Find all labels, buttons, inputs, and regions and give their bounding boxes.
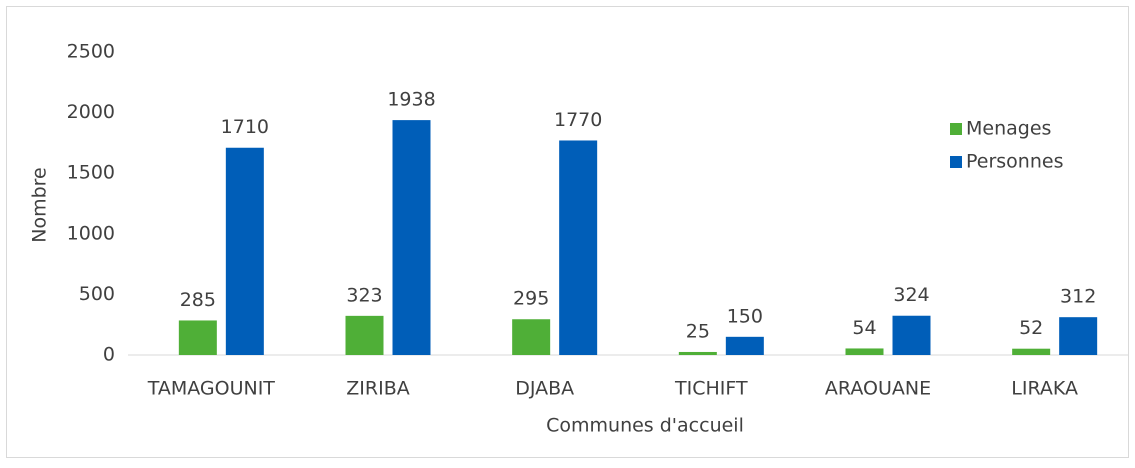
legend-label: Personnes <box>966 151 1063 173</box>
data-label: 1710 <box>221 116 269 138</box>
bar <box>559 140 598 355</box>
x-tick-label: LIRAKA <box>1011 378 1078 400</box>
data-label: 324 <box>893 284 929 306</box>
legend-swatch <box>950 123 962 135</box>
x-axis-label: Communes d'accueil <box>546 415 744 437</box>
bar <box>178 320 217 355</box>
data-label: 1770 <box>554 109 602 131</box>
y-tick-label: 500 <box>79 283 115 305</box>
data-label: 54 <box>852 317 876 339</box>
y-axis-label: Nombre <box>29 167 51 243</box>
data-label: 25 <box>686 320 710 342</box>
y-tick-label: 2500 <box>67 41 115 63</box>
bar <box>512 319 551 355</box>
bar <box>845 348 884 355</box>
bar <box>392 120 431 355</box>
data-label: 312 <box>1060 286 1096 308</box>
bar <box>345 315 384 355</box>
x-tick-label: ZIRIBA <box>346 378 409 400</box>
y-tick-label: 1500 <box>67 162 115 184</box>
data-label: 285 <box>180 289 216 311</box>
data-label: 150 <box>727 305 763 327</box>
y-tick-label: 2000 <box>67 101 115 123</box>
x-tick-label: ARAOUANE <box>825 378 931 400</box>
y-tick-label: 0 <box>103 344 115 366</box>
data-label: 323 <box>346 284 382 306</box>
x-tick-label: TAMAGOUNIT <box>147 378 276 400</box>
legend-swatch <box>950 156 962 168</box>
bar <box>678 351 717 355</box>
legend-label: Menages <box>966 118 1051 140</box>
data-label: 52 <box>1019 317 1043 339</box>
bar <box>1012 348 1051 355</box>
x-tick-label: TICHIFT <box>674 378 748 400</box>
x-tick-label: DJABA <box>515 378 574 400</box>
bar <box>892 315 931 355</box>
bar <box>725 336 764 355</box>
data-label: 1938 <box>387 89 435 111</box>
bar <box>225 147 264 355</box>
bar <box>1059 317 1098 355</box>
data-label: 295 <box>513 288 549 310</box>
y-tick-label: 1000 <box>67 222 115 244</box>
